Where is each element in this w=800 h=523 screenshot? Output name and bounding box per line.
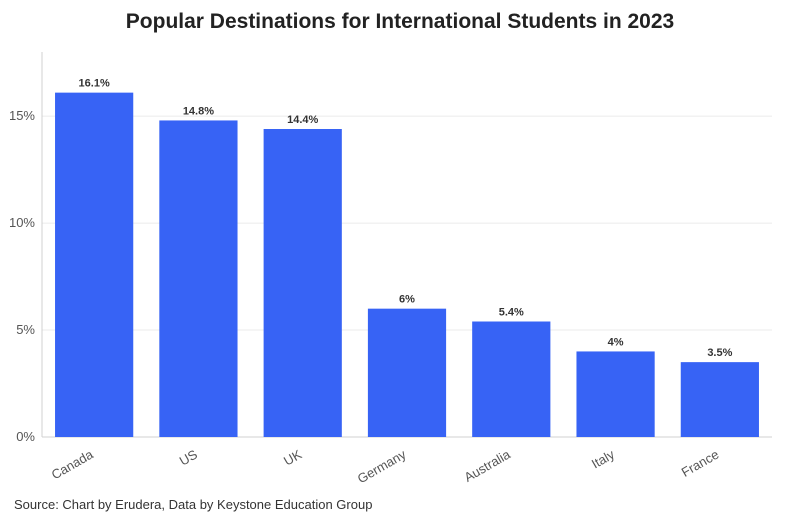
data-label-italy: 4%	[608, 336, 624, 348]
bar-italy	[576, 351, 655, 437]
x-tick-label-canada: Canada	[49, 446, 97, 482]
bar-us	[159, 120, 238, 437]
data-label-germany: 6%	[399, 294, 415, 306]
bar-australia	[472, 321, 551, 437]
data-labels: 16.1% 14.8% 14.4% 6% 5.4% 4% 3.5%	[79, 78, 733, 360]
bars	[55, 92, 759, 437]
y-tick-label-1: 5%	[16, 322, 35, 337]
data-label-us: 14.8%	[183, 105, 214, 117]
data-label-canada: 16.1%	[79, 78, 110, 90]
source-note: Source: Chart by Erudera, Data by Keysto…	[14, 497, 373, 512]
x-tick-label-uk: UK	[281, 446, 304, 468]
x-tick-label-germany: Germany	[355, 446, 409, 486]
bar-canada	[55, 92, 134, 437]
x-tick-label-us: US	[177, 446, 200, 468]
y-tick-label-2: 10%	[9, 215, 35, 230]
x-tick-label-italy: Italy	[589, 446, 618, 471]
bar-uk	[263, 129, 342, 437]
data-label-uk: 14.4%	[287, 114, 318, 126]
data-label-france: 3.5%	[707, 347, 732, 359]
y-tick-label-3: 15%	[9, 108, 35, 123]
bar-germany	[367, 308, 447, 437]
chart-title: Popular Destinations for International S…	[125, 10, 675, 33]
y-tick-label-0: 0%	[16, 429, 35, 444]
data-label-australia: 5.4%	[499, 307, 524, 319]
x-tick-label-australia: Australia	[461, 446, 513, 485]
x-axis-labels: Canada US UK Germany Australia Italy France	[49, 446, 722, 486]
x-tick-label-france: France	[679, 447, 722, 480]
y-axis-ticks: 0% 5% 10% 15%	[9, 108, 35, 444]
bar-france	[680, 362, 759, 437]
